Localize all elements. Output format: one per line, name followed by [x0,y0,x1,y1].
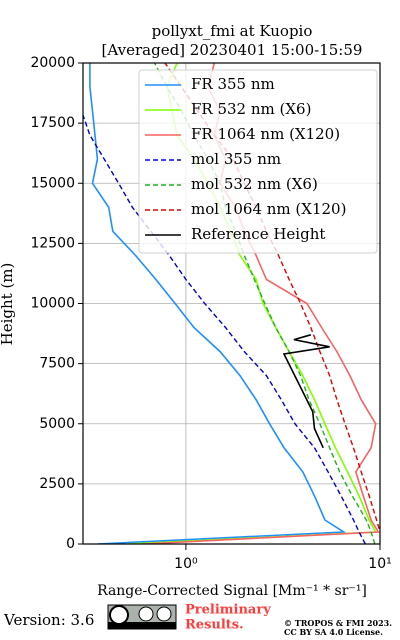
series-line [164,63,380,535]
y-tick-label: 12500 [30,235,75,251]
y-tick-label: 17500 [30,115,75,131]
results: Results. [185,618,244,633]
legend-box [138,69,378,254]
plot-frame [82,62,381,545]
cc-logo [107,604,177,630]
version: Version: 3.6 [3,611,94,629]
legend-label: FR 355 nm [191,75,275,93]
y-tick-label: 0 [66,536,75,552]
chart-title: pollyxt_fmi at Kuopio [152,22,313,40]
license: CC BY SA 4.0 License. [284,627,383,637]
legend-label: Reference Height [191,225,325,243]
copyright: © TROPOS & FMI 2023. [284,618,392,628]
series-line [282,334,330,449]
y-axis-label: Height (m) [0,263,16,346]
y-tick-label: 20000 [30,55,75,71]
preliminary: Preliminary [185,603,271,618]
y-tick-label: 5000 [39,416,75,432]
series-line [83,113,366,544]
y-tick-label: 2500 [39,476,75,492]
legend-label: FR 532 nm (X6) [191,100,311,118]
x-tick-label: 10⁰ [174,556,198,572]
legend-label: mol 355 nm [191,150,281,168]
series-line [89,63,347,544]
x-tick-label: 10¹ [368,556,391,572]
legend-label: FR 1064 nm (X120) [191,125,340,143]
y-tick-label: 7500 [39,356,75,372]
legend-label: mol 1064 nm (X120) [191,200,346,218]
y-tick-label: 10000 [30,296,75,312]
legend-label: mol 532 nm (X6) [191,175,318,193]
x-axis-label: Range-Corrected Signal [Mm⁻¹ * sr⁻¹] [97,583,367,599]
y-tick-label: 15000 [30,175,75,191]
chart-subtitle: [Averaged] 20230401 15:00-15:59 [102,41,363,59]
